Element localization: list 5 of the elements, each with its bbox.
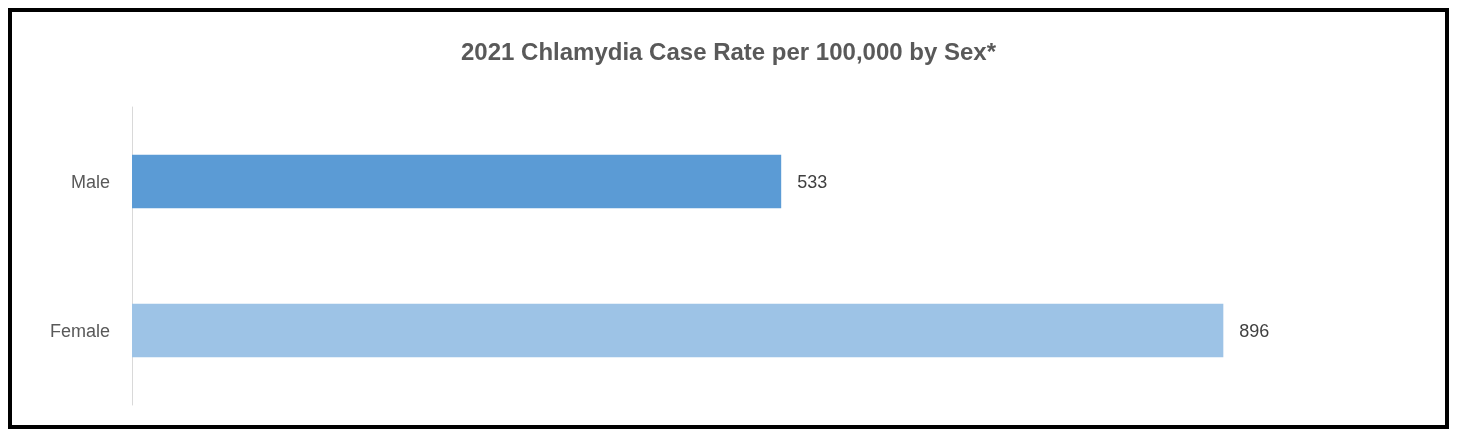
chart-title: 2021 Chlamydia Case Rate per 100,000 by Sex*: [461, 37, 997, 65]
data-label: 896: [1239, 320, 1270, 341]
data-label: 533: [797, 171, 828, 192]
y-tick-label: Male: [70, 171, 110, 192]
y-tick-label: Female: [49, 320, 110, 341]
